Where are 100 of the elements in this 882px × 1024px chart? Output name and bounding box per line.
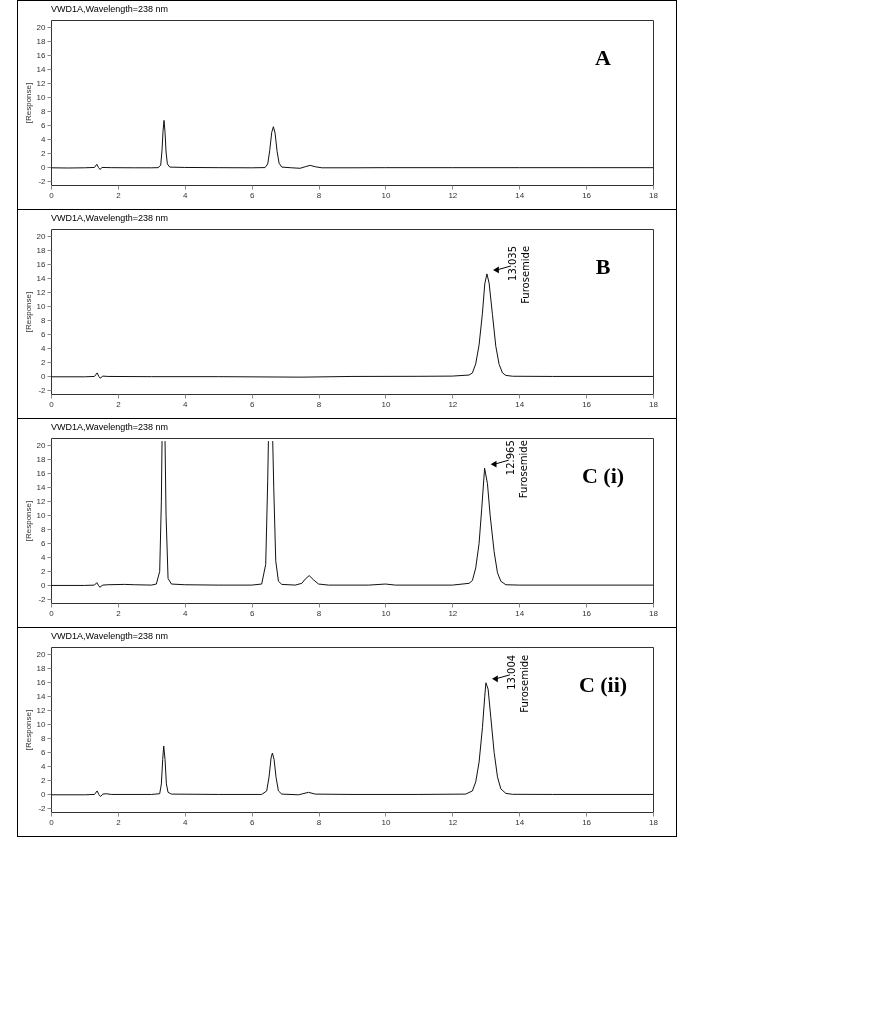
- y-tick-label: 8: [41, 106, 47, 116]
- y-tick-label: 16: [36, 50, 47, 60]
- y-tick-label: 4: [41, 552, 47, 562]
- x-tick-label: 12: [448, 608, 458, 618]
- x-tick-label: 12: [448, 817, 458, 827]
- y-tick-label: 0: [41, 162, 47, 172]
- x-tick-label: 2: [116, 817, 122, 827]
- y-tick-label: 12: [36, 78, 47, 88]
- y-tick-label: 4: [41, 134, 47, 144]
- x-tick-label: 16: [582, 608, 592, 618]
- annotation: Furosemide: [517, 440, 529, 499]
- x-tick-label: 16: [582, 190, 592, 200]
- y-tick-label: 16: [36, 259, 47, 269]
- x-tick-label: 8: [316, 190, 322, 200]
- chart-title: VWD1A,Wavelength=238 nm: [51, 213, 168, 223]
- x-tick-label: 0: [49, 190, 55, 200]
- y-tick-label: 6: [41, 120, 47, 130]
- y-tick-label: 4: [41, 343, 47, 353]
- x-tick-label: 18: [649, 399, 659, 409]
- y-tick-label: -2: [38, 385, 47, 395]
- x-tick-label: 12: [448, 190, 458, 200]
- y-tick-label: 20: [36, 22, 47, 32]
- line-series: [51, 119, 653, 171]
- y-tick-label: 14: [36, 691, 47, 701]
- y-tick-label: 6: [41, 538, 47, 548]
- x-tick-label: 18: [649, 817, 659, 827]
- y-tick-label: 18: [36, 663, 47, 673]
- x-tick-label: 2: [116, 608, 122, 618]
- x-tick-label: 14: [515, 817, 525, 827]
- annotation: A: [595, 45, 612, 70]
- x-tick-label: 0: [49, 608, 55, 618]
- y-tick-label: 2: [41, 566, 47, 576]
- x-tick-label: 10: [381, 190, 391, 200]
- y-tick-label: 8: [41, 524, 47, 534]
- y-tick-label: 0: [41, 371, 47, 381]
- x-tick-label: 4: [183, 608, 189, 618]
- y-tick-label: 20: [36, 649, 47, 659]
- x-tick-label: 8: [316, 399, 322, 409]
- x-tick-label: 2: [116, 399, 122, 409]
- y-tick-label: 14: [36, 273, 47, 283]
- chart-title: VWD1A,Wavelength=238 nm: [51, 4, 168, 14]
- y-tick-label: 12: [36, 496, 47, 506]
- y-tick-label: 20: [36, 440, 47, 450]
- y-tick-label: 2: [41, 148, 47, 158]
- x-tick-label: 2: [116, 190, 122, 200]
- annotation: C (i): [581, 463, 625, 488]
- x-tick-label: 6: [249, 190, 255, 200]
- annotation: 13.035: [506, 245, 518, 281]
- y-tick-label: -2: [38, 594, 47, 604]
- y-tick-label: 2: [41, 357, 47, 367]
- y-tick-label: 10: [36, 301, 47, 311]
- y-tick-label: 10: [36, 510, 47, 520]
- annotation: Furosemide: [519, 245, 531, 304]
- x-tick-label: 8: [316, 817, 322, 827]
- x-tick-label: 6: [249, 608, 255, 618]
- x-tick-label: 4: [183, 190, 189, 200]
- x-tick-label: 14: [515, 399, 525, 409]
- x-tick-label: 16: [582, 399, 592, 409]
- x-tick-label: 6: [249, 817, 255, 827]
- y-axis-title: [Response]: [23, 709, 33, 751]
- x-tick-label: 10: [381, 399, 391, 409]
- annotation: 12.965: [504, 440, 516, 476]
- y-axis-title: [Response]: [23, 82, 33, 124]
- x-tick-label: 18: [649, 190, 659, 200]
- y-tick-label: -2: [38, 803, 47, 813]
- annotation: C (ii): [578, 672, 628, 697]
- y-tick-label: 14: [36, 64, 47, 74]
- y-tick-label: 20: [36, 231, 47, 241]
- y-tick-label: 18: [36, 36, 47, 46]
- y-tick-label: 0: [41, 789, 47, 799]
- x-tick-label: 16: [582, 817, 592, 827]
- x-tick-label: 8: [316, 608, 322, 618]
- y-tick-label: 16: [36, 468, 47, 478]
- annotation: 13.004: [505, 654, 517, 690]
- x-tick-label: 0: [49, 817, 55, 827]
- x-tick-label: 10: [381, 817, 391, 827]
- y-tick-label: 4: [41, 761, 47, 771]
- y-tick-label: 6: [41, 747, 47, 757]
- y-axis-title: [Response]: [23, 500, 33, 542]
- y-tick-label: 12: [36, 705, 47, 715]
- x-tick-label: 18: [649, 608, 659, 618]
- y-axis-title: [Response]: [23, 291, 33, 333]
- y-tick-label: 18: [36, 245, 47, 255]
- y-tick-label: -2: [38, 176, 47, 186]
- y-tick-label: 0: [41, 580, 47, 590]
- y-tick-label: 6: [41, 329, 47, 339]
- annotation: B: [595, 254, 611, 279]
- y-tick-label: 10: [36, 92, 47, 102]
- annotation: Furosemide: [518, 654, 530, 713]
- x-tick-label: 10: [381, 608, 391, 618]
- y-tick-label: 2: [41, 775, 47, 785]
- x-tick-label: 14: [515, 608, 525, 618]
- x-tick-label: 0: [49, 399, 55, 409]
- x-tick-label: 14: [515, 190, 525, 200]
- x-tick-label: 12: [448, 399, 458, 409]
- y-tick-label: 14: [36, 482, 47, 492]
- y-tick-label: 8: [41, 733, 47, 743]
- y-tick-label: 10: [36, 719, 47, 729]
- y-tick-label: 18: [36, 454, 47, 464]
- chart-title: VWD1A,Wavelength=238 nm: [51, 631, 168, 641]
